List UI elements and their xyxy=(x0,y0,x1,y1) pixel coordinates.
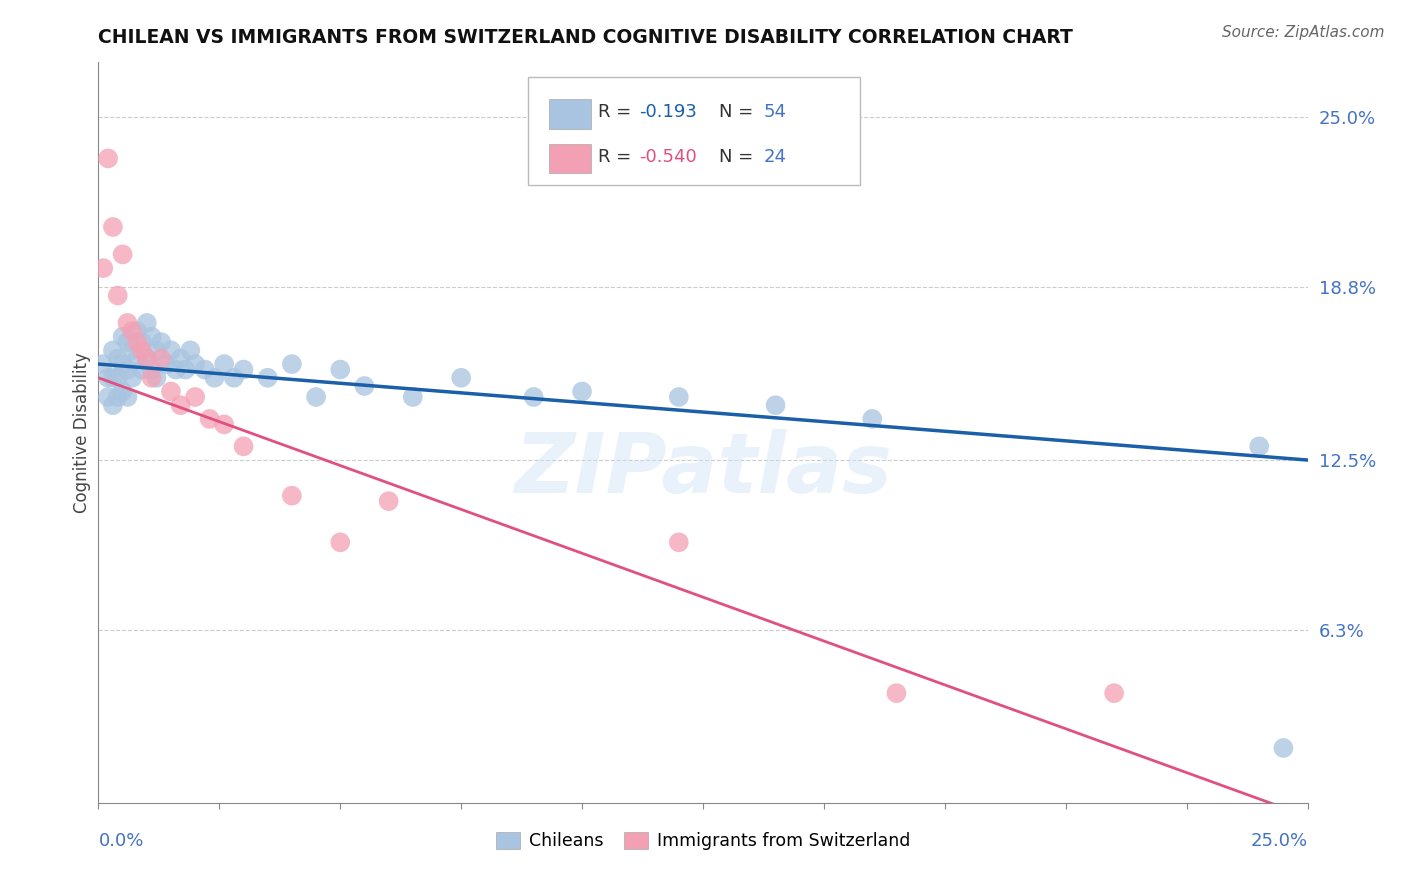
Point xyxy=(117,362,139,376)
Point xyxy=(179,343,201,358)
Point xyxy=(150,335,173,350)
Point xyxy=(160,384,183,399)
Text: N =: N = xyxy=(718,148,759,166)
Point xyxy=(111,384,134,399)
Point xyxy=(668,390,690,404)
Point xyxy=(256,371,278,385)
Text: 25.0%: 25.0% xyxy=(1250,832,1308,850)
Point xyxy=(169,351,191,366)
Point xyxy=(141,371,163,385)
Point xyxy=(765,398,787,412)
Point xyxy=(329,535,352,549)
Text: -0.540: -0.540 xyxy=(638,148,696,166)
Point xyxy=(150,351,173,366)
Point xyxy=(135,351,157,366)
Point xyxy=(107,371,129,385)
Point xyxy=(212,417,235,432)
Point xyxy=(571,384,593,399)
Text: 54: 54 xyxy=(763,103,786,121)
Point xyxy=(101,371,124,385)
Point xyxy=(101,398,124,412)
Text: N =: N = xyxy=(718,103,759,121)
Point xyxy=(135,316,157,330)
Point xyxy=(222,371,245,385)
Text: 0.0%: 0.0% xyxy=(98,832,143,850)
Text: 24: 24 xyxy=(763,148,786,166)
Point xyxy=(1249,439,1271,453)
Point xyxy=(194,362,217,376)
Point xyxy=(160,343,183,358)
Point xyxy=(281,357,304,371)
Legend: Chileans, Immigrants from Switzerland: Chileans, Immigrants from Switzerland xyxy=(489,825,917,857)
Point xyxy=(184,390,207,404)
Point xyxy=(165,362,187,376)
Point xyxy=(668,535,690,549)
FancyBboxPatch shape xyxy=(527,78,860,185)
Point xyxy=(97,371,120,385)
Point xyxy=(305,390,328,404)
Point xyxy=(281,489,304,503)
Point xyxy=(97,152,120,166)
Point xyxy=(117,335,139,350)
Point xyxy=(145,371,167,385)
Text: R =: R = xyxy=(598,148,637,166)
Point xyxy=(169,398,191,412)
Point xyxy=(1102,686,1125,700)
Point xyxy=(1272,741,1295,756)
Point xyxy=(121,324,143,338)
Point xyxy=(198,412,221,426)
Point xyxy=(127,351,149,366)
Point xyxy=(402,390,425,404)
Point xyxy=(184,357,207,371)
Point xyxy=(91,261,114,276)
Point xyxy=(141,362,163,376)
Point xyxy=(107,351,129,366)
Point xyxy=(145,343,167,358)
Point xyxy=(860,412,883,426)
FancyBboxPatch shape xyxy=(550,99,591,128)
Point xyxy=(155,357,177,371)
Point xyxy=(131,343,153,358)
Point xyxy=(107,390,129,404)
Point xyxy=(127,335,149,350)
Point xyxy=(97,390,120,404)
Point xyxy=(232,362,254,376)
Point xyxy=(329,362,352,376)
Point xyxy=(377,494,399,508)
Point xyxy=(101,343,124,358)
Text: CHILEAN VS IMMIGRANTS FROM SWITZERLAND COGNITIVE DISABILITY CORRELATION CHART: CHILEAN VS IMMIGRANTS FROM SWITZERLAND C… xyxy=(98,28,1073,47)
Point xyxy=(135,351,157,366)
Text: ZIPatlas: ZIPatlas xyxy=(515,429,891,510)
Point xyxy=(141,329,163,343)
Point xyxy=(107,288,129,302)
Text: -0.193: -0.193 xyxy=(638,103,697,121)
Point xyxy=(523,390,546,404)
Point xyxy=(111,247,134,261)
Point xyxy=(174,362,197,376)
Point xyxy=(131,362,153,376)
Point xyxy=(127,324,149,338)
Point xyxy=(117,316,139,330)
Point xyxy=(121,371,143,385)
Text: R =: R = xyxy=(598,103,637,121)
FancyBboxPatch shape xyxy=(550,144,591,173)
Point xyxy=(121,343,143,358)
Point xyxy=(111,329,134,343)
Text: Source: ZipAtlas.com: Source: ZipAtlas.com xyxy=(1222,25,1385,40)
Y-axis label: Cognitive Disability: Cognitive Disability xyxy=(73,352,91,513)
Point xyxy=(232,439,254,453)
Point xyxy=(117,390,139,404)
Point xyxy=(450,371,472,385)
Point xyxy=(111,357,134,371)
Point xyxy=(212,357,235,371)
Point xyxy=(91,357,114,371)
Point xyxy=(131,335,153,350)
Point xyxy=(101,219,124,234)
Point xyxy=(886,686,908,700)
Point xyxy=(204,371,226,385)
Point xyxy=(353,379,375,393)
